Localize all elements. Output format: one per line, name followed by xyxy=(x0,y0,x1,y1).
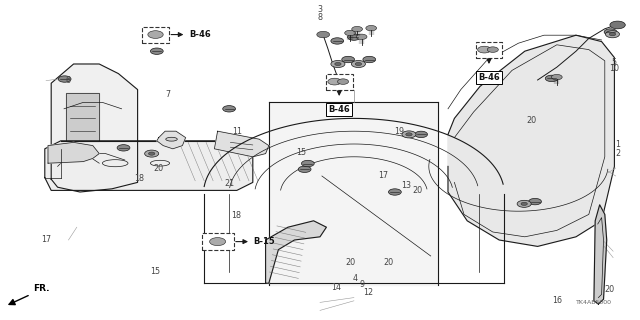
Circle shape xyxy=(148,31,163,38)
FancyBboxPatch shape xyxy=(142,27,169,43)
Polygon shape xyxy=(214,131,269,157)
Circle shape xyxy=(331,38,344,44)
Text: 5: 5 xyxy=(612,58,617,67)
Text: 13: 13 xyxy=(401,181,412,190)
Circle shape xyxy=(351,60,365,68)
Circle shape xyxy=(331,60,345,68)
Text: B-46: B-46 xyxy=(478,73,500,82)
Text: FR.: FR. xyxy=(33,284,50,293)
Circle shape xyxy=(210,237,226,246)
Text: 20: 20 xyxy=(154,164,164,173)
Circle shape xyxy=(529,198,541,205)
FancyBboxPatch shape xyxy=(202,233,234,250)
Text: B-46: B-46 xyxy=(328,105,350,114)
Circle shape xyxy=(487,47,499,52)
Circle shape xyxy=(328,78,341,85)
Text: B-46: B-46 xyxy=(189,30,211,39)
Circle shape xyxy=(145,150,159,157)
Polygon shape xyxy=(266,221,326,283)
Text: 10: 10 xyxy=(609,64,620,73)
Text: 20: 20 xyxy=(383,258,394,267)
Circle shape xyxy=(58,76,71,82)
Text: 1: 1 xyxy=(615,140,620,148)
Text: 20: 20 xyxy=(346,258,356,267)
Text: TK4AB5000: TK4AB5000 xyxy=(576,300,612,305)
Circle shape xyxy=(335,62,341,66)
Circle shape xyxy=(609,33,616,36)
Text: 3: 3 xyxy=(317,5,323,14)
Circle shape xyxy=(342,56,355,63)
Text: 18: 18 xyxy=(231,211,241,220)
Circle shape xyxy=(363,56,376,63)
Polygon shape xyxy=(66,93,99,141)
Text: 15: 15 xyxy=(150,268,161,276)
Ellipse shape xyxy=(166,137,177,141)
Circle shape xyxy=(402,131,416,138)
Circle shape xyxy=(298,166,311,172)
Text: 15: 15 xyxy=(296,148,306,156)
Polygon shape xyxy=(51,64,138,192)
Circle shape xyxy=(545,75,558,82)
Text: 17: 17 xyxy=(378,171,388,180)
Text: 8: 8 xyxy=(317,13,323,22)
Circle shape xyxy=(388,189,401,195)
Polygon shape xyxy=(157,131,186,149)
Polygon shape xyxy=(269,102,438,285)
Polygon shape xyxy=(45,141,253,190)
Circle shape xyxy=(348,34,360,40)
Text: 4: 4 xyxy=(353,274,358,283)
Text: 12: 12 xyxy=(363,288,373,297)
Text: 2: 2 xyxy=(615,149,620,158)
Circle shape xyxy=(356,34,367,39)
Text: 19: 19 xyxy=(394,127,404,136)
Circle shape xyxy=(301,160,314,167)
Circle shape xyxy=(352,27,362,32)
Circle shape xyxy=(610,21,625,29)
Text: 20: 20 xyxy=(412,186,422,195)
Polygon shape xyxy=(448,35,614,246)
Circle shape xyxy=(345,30,355,36)
FancyBboxPatch shape xyxy=(326,74,353,90)
Text: 11: 11 xyxy=(232,127,242,136)
Text: 7: 7 xyxy=(165,90,170,99)
Circle shape xyxy=(415,131,428,138)
Circle shape xyxy=(355,62,362,66)
Circle shape xyxy=(223,106,236,112)
Circle shape xyxy=(517,200,531,207)
Text: 6: 6 xyxy=(66,76,71,84)
Circle shape xyxy=(552,75,562,80)
Text: 20: 20 xyxy=(526,116,536,124)
Polygon shape xyxy=(48,142,99,163)
Circle shape xyxy=(150,48,163,54)
Text: 18: 18 xyxy=(134,174,145,183)
Circle shape xyxy=(337,79,349,84)
Text: 14: 14 xyxy=(331,284,341,292)
FancyBboxPatch shape xyxy=(476,42,502,58)
Circle shape xyxy=(477,46,491,53)
Text: 21: 21 xyxy=(224,179,234,188)
Circle shape xyxy=(521,202,527,205)
Text: 17: 17 xyxy=(41,235,51,244)
Circle shape xyxy=(317,31,330,38)
Circle shape xyxy=(366,26,376,31)
Text: 9: 9 xyxy=(359,280,364,289)
Circle shape xyxy=(148,152,155,155)
Circle shape xyxy=(406,133,412,136)
Polygon shape xyxy=(594,205,607,304)
Circle shape xyxy=(604,29,617,35)
Circle shape xyxy=(117,145,130,151)
Circle shape xyxy=(605,31,620,38)
Text: 20: 20 xyxy=(604,285,614,294)
Text: 16: 16 xyxy=(552,296,562,305)
Text: B-15: B-15 xyxy=(253,237,275,246)
